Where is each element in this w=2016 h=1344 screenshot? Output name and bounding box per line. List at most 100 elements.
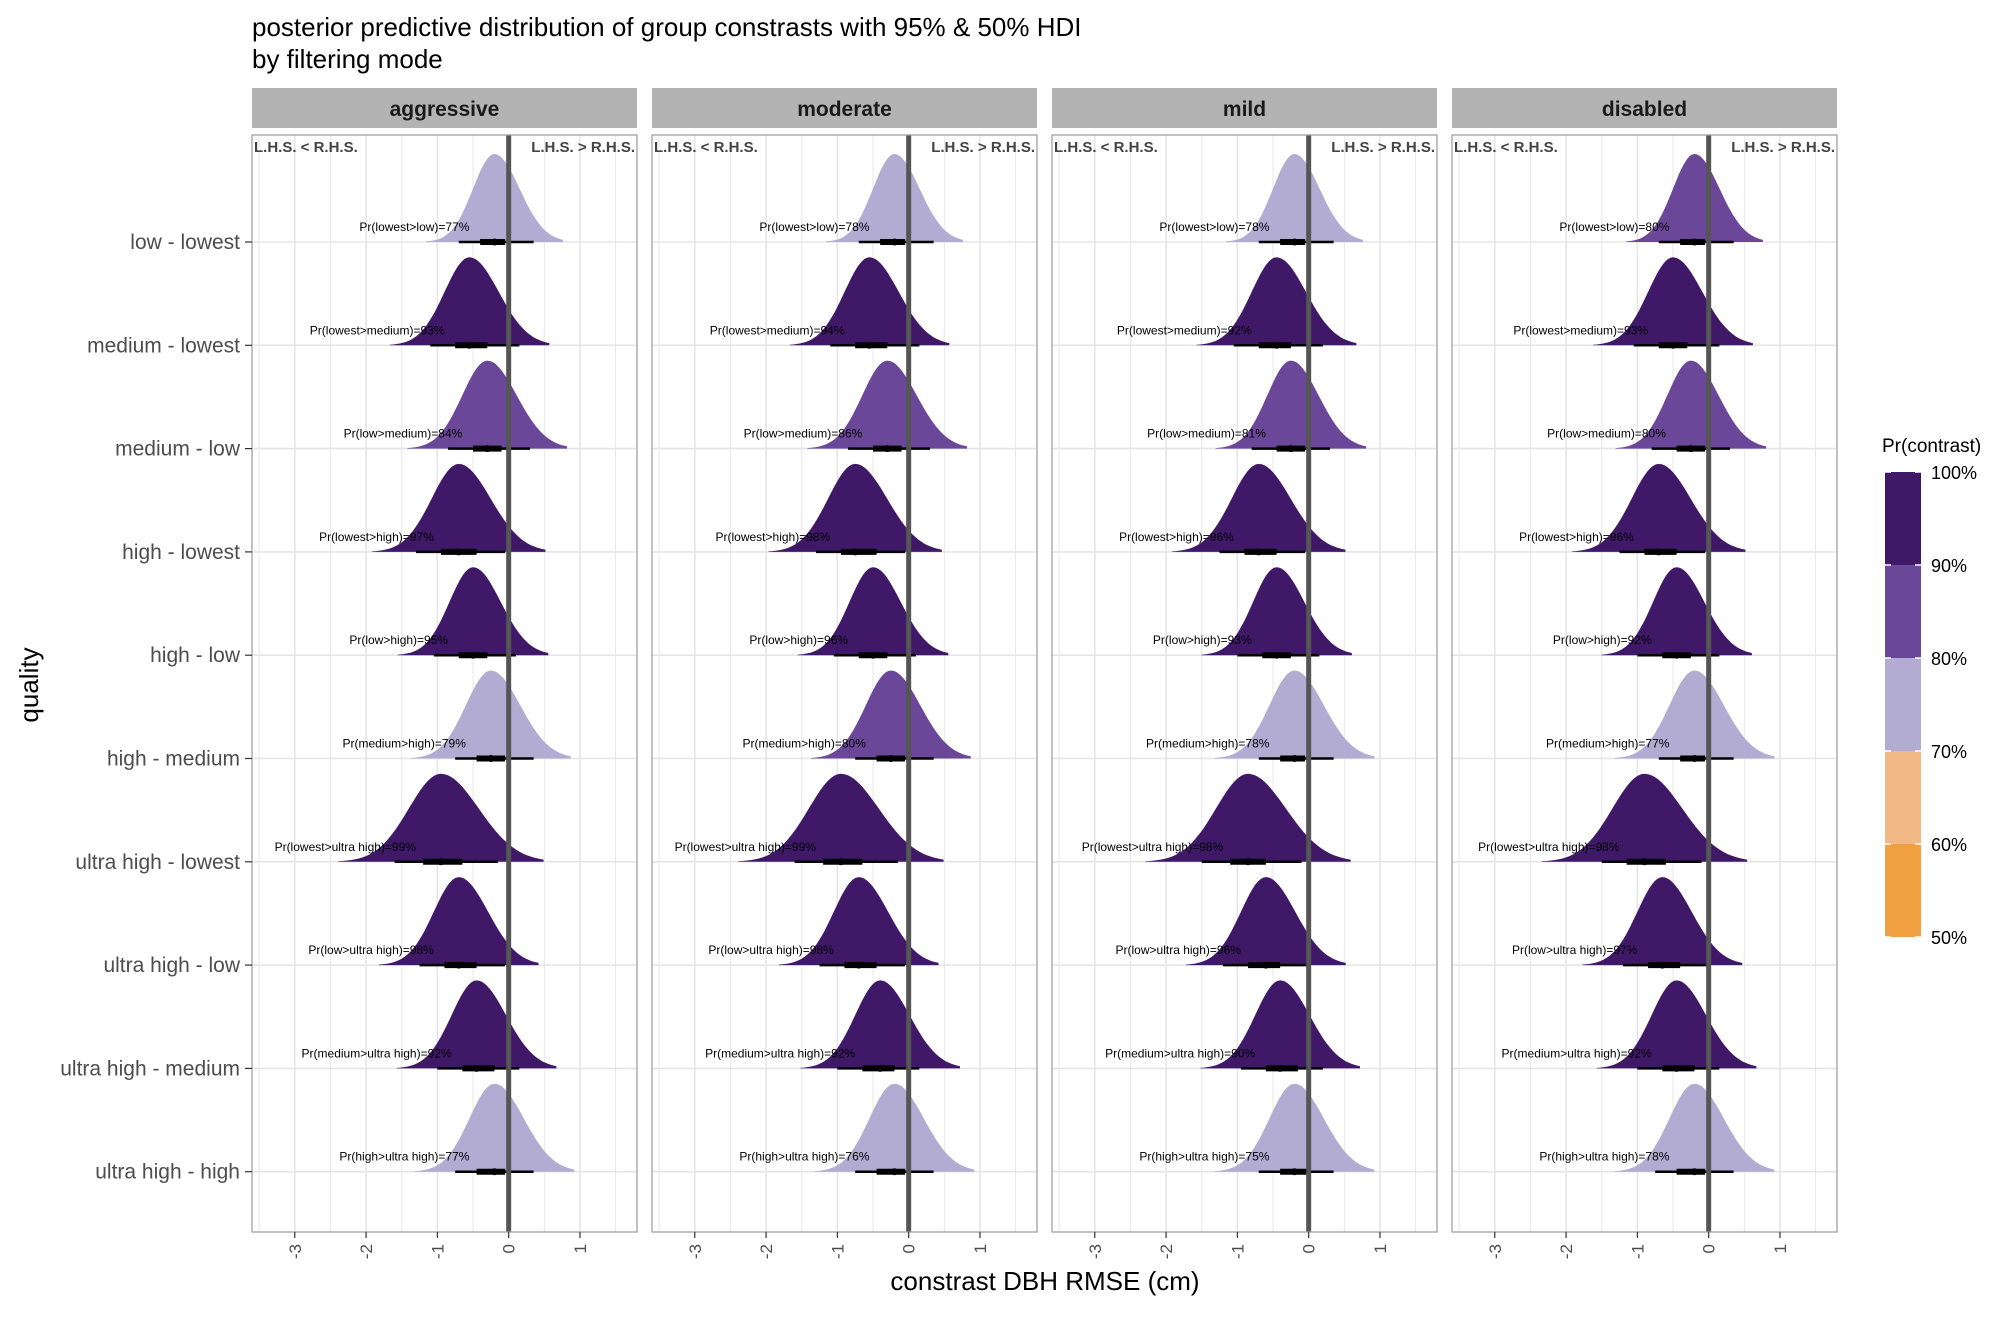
probability-label: Pr(lowest>low)=77% xyxy=(359,220,469,234)
facet-panels: aggressive L.H.S. < R.H.S. L.H.S. > R.H.S.… xyxy=(251,88,1838,1259)
median-point xyxy=(1690,755,1698,762)
ridge-group: Pr(lowest>high)=96% xyxy=(1519,463,1746,556)
density-ridge xyxy=(407,360,568,449)
density-ridge xyxy=(426,154,563,242)
probability-label: Pr(lowest>ultra high)=98% xyxy=(1082,840,1224,854)
density-ridge xyxy=(1626,154,1763,242)
x-axis-tick-label: 1 xyxy=(571,1244,590,1253)
facet-panel-disabled: disabled L.H.S. < R.H.S. L.H.S. > R.H.S. Pr… xyxy=(1451,88,1838,1259)
median-point xyxy=(1690,1168,1698,1176)
x-axis-tick-label: -1 xyxy=(828,1244,847,1259)
ridge-group: Pr(lowest>ultra high)=99% xyxy=(675,773,944,866)
density-ridge xyxy=(396,980,557,1069)
x-axis-tick-label: -3 xyxy=(686,1244,705,1259)
probability-label: Pr(lowest>medium)=93% xyxy=(310,323,445,337)
ridge-group: Pr(lowest>low)=78% xyxy=(1159,154,1363,246)
probability-label: Pr(high>ultra high)=78% xyxy=(1539,1150,1669,1164)
median-point xyxy=(837,858,845,866)
probability-label: Pr(lowest>high)=96% xyxy=(1519,530,1634,544)
median-point xyxy=(1687,445,1695,453)
ridge-group: Pr(medium>high)=80% xyxy=(742,670,971,762)
ridge-group: Pr(lowest>ultra high)=98% xyxy=(1082,773,1351,866)
y-axis-tick-label: ultra high - low xyxy=(103,954,240,977)
ridge-group: Pr(low>medium)=84% xyxy=(344,360,568,453)
legend-tick-label: 60% xyxy=(1931,835,1967,855)
median-point xyxy=(1276,1064,1284,1072)
x-axis-tick-label: -2 xyxy=(1557,1244,1576,1259)
probability-label: Pr(high>ultra high)=77% xyxy=(339,1150,469,1164)
legend-tick-label: 80% xyxy=(1931,649,1967,669)
median-point xyxy=(855,961,863,969)
facet-strip-label: mild xyxy=(1223,98,1266,121)
x-axis-tick-label: -1 xyxy=(428,1244,447,1259)
median-point xyxy=(890,238,898,246)
density-ridge xyxy=(738,773,944,862)
density-ridge xyxy=(1215,360,1367,449)
density-ridge xyxy=(1200,980,1360,1069)
x-axis-tick-label: 0 xyxy=(1700,1244,1719,1253)
ridge-group: Pr(medium>high)=77% xyxy=(1546,670,1775,762)
ridge-group: Pr(medium>high)=79% xyxy=(342,670,571,762)
probability-label: Pr(medium>ultra high)=92% xyxy=(1502,1046,1652,1060)
median-point xyxy=(455,961,463,969)
median-point xyxy=(490,238,498,246)
ridge-group: Pr(low>ultra high)=96% xyxy=(1116,877,1346,969)
probability-label: Pr(lowest>low)=78% xyxy=(759,220,869,234)
chart-title-line-1: posterior predictive distribution of gro… xyxy=(252,12,1082,42)
legend-tick-label: 90% xyxy=(1931,556,1967,576)
density-ridge xyxy=(807,360,968,449)
density-ridge xyxy=(778,877,939,966)
legend-tick-label: 50% xyxy=(1931,928,1967,948)
median-point xyxy=(1262,961,1270,969)
y-axis-tick-label: high - lowest xyxy=(122,541,240,564)
legend-color-bin xyxy=(1885,844,1921,937)
ridge-group: Pr(high>ultra high)=77% xyxy=(339,1083,575,1176)
median-point xyxy=(890,1168,898,1176)
ridge-group: Pr(low>medium)=81% xyxy=(1147,360,1367,453)
y-axis-tick-label: medium - lowest xyxy=(87,334,240,357)
probability-label: Pr(lowest>high)=98% xyxy=(716,530,831,544)
median-point xyxy=(1658,961,1666,969)
median-point xyxy=(1290,238,1298,246)
region-label-right: L.H.S. > R.H.S. xyxy=(1331,139,1435,156)
median-point xyxy=(1290,1168,1298,1176)
panel-border xyxy=(1051,134,1438,1233)
facet-strip xyxy=(652,88,1037,128)
median-point xyxy=(455,548,463,556)
y-axis-tick-label: low - lowest xyxy=(130,231,240,254)
probability-label: Pr(medium>ultra high)=92% xyxy=(302,1046,452,1060)
density-ridge xyxy=(1541,773,1748,862)
x-axis-tick-label: 0 xyxy=(500,1244,519,1253)
probability-label: Pr(low>high)=96% xyxy=(749,633,848,647)
ridge-group: Pr(medium>ultra high)=92% xyxy=(705,980,960,1072)
median-point xyxy=(483,445,491,453)
median-point xyxy=(1273,341,1281,349)
median-point xyxy=(1673,651,1681,659)
ridge-group: Pr(lowest>low)=77% xyxy=(359,154,563,246)
ridge-group: Pr(low>ultra high)=98% xyxy=(708,877,939,969)
median-point xyxy=(1255,548,1263,556)
probability-label: Pr(low>medium)=80% xyxy=(1547,427,1666,441)
median-point xyxy=(883,445,891,453)
region-label-right: L.H.S. > R.H.S. xyxy=(1731,139,1835,156)
median-point xyxy=(869,651,877,659)
ridge-group: Pr(lowest>high)=96% xyxy=(1119,463,1346,556)
ridge-group: Pr(low>medium)=86% xyxy=(744,360,968,453)
median-point xyxy=(1655,548,1663,556)
ridge-group: Pr(lowest>medium)=93% xyxy=(1513,257,1753,349)
probability-label: Pr(low>ultra high)=98% xyxy=(708,943,834,957)
median-point xyxy=(865,341,873,349)
density-ridge xyxy=(1601,567,1752,656)
ridge-group: Pr(lowest>low)=78% xyxy=(759,154,963,246)
panel-border xyxy=(251,134,638,1233)
x-axis-tick-label: 0 xyxy=(1300,1244,1319,1253)
probability-label: Pr(lowest>ultra high)=98% xyxy=(1478,840,1620,854)
ridge-group: Pr(medium>ultra high)=92% xyxy=(1502,980,1757,1072)
facet-panel-mild: mild L.H.S. < R.H.S. L.H.S. > R.H.S. Pr(low… xyxy=(1051,88,1438,1259)
median-point xyxy=(465,341,473,349)
probability-label: Pr(lowest>low)=80% xyxy=(1559,220,1669,234)
density-ridge xyxy=(372,463,546,552)
facet-strip-label: aggressive xyxy=(390,98,500,121)
probability-label: Pr(lowest>low)=78% xyxy=(1159,220,1269,234)
